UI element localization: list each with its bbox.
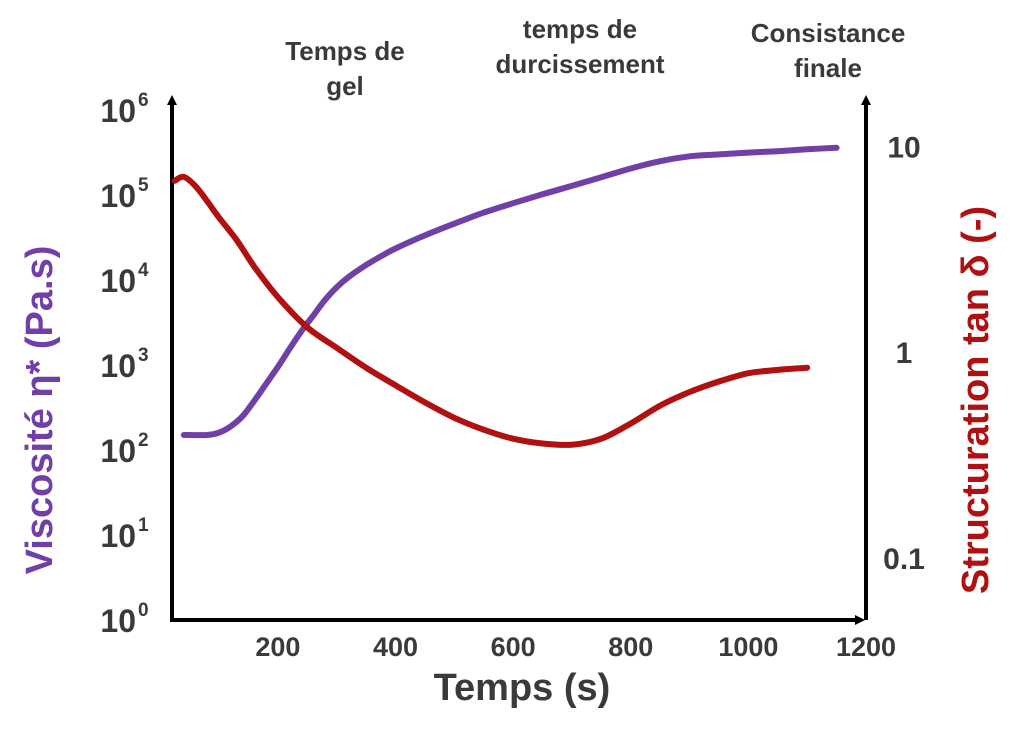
x-axis-label: Temps (s) — [434, 667, 611, 709]
y-left-tick-exponent-1: 1 — [138, 515, 149, 536]
series-line-viscosity — [180, 144, 840, 439]
annotation-curing-line-1: temps de — [523, 14, 637, 44]
x-tick-label-1000: 1000 — [718, 632, 778, 662]
annotation-final-line-1: Consistance — [751, 18, 906, 48]
y-left-tick-base-4: 10 — [100, 263, 136, 299]
y-left-tick-base-2: 10 — [100, 433, 136, 469]
y-right-tick-label-0: 0.1 — [883, 543, 925, 576]
y-left-tick-base-0: 10 — [100, 603, 136, 639]
x-tick-label-400: 400 — [373, 632, 418, 662]
x-tick-label-800: 800 — [608, 632, 653, 662]
y-left-tick-base-5: 10 — [100, 178, 136, 214]
series-line-tan-delta — [171, 173, 811, 448]
y-left-tick-exponent-6: 6 — [138, 90, 149, 111]
y-right-tick-label-2: 10 — [887, 131, 920, 164]
annotation-final-line-2: finale — [794, 53, 862, 83]
y-left-tick-exponent-5: 5 — [138, 175, 149, 196]
y-left-tick-exponent-0: 0 — [138, 600, 149, 621]
annotation-gel-line-2: gel — [326, 71, 364, 101]
y-left-tick-base-6: 10 — [100, 93, 136, 129]
annotation-gel-line-1: Temps de — [285, 36, 404, 66]
y-left-tick-exponent-4: 4 — [138, 260, 149, 281]
y-left-tick-base-3: 10 — [100, 348, 136, 384]
y-left-tick-exponent-2: 2 — [138, 430, 149, 451]
x-tick-label-200: 200 — [255, 632, 300, 662]
series-layer — [171, 144, 840, 448]
y-axis-left-label: Viscosité η* (Pa.s) — [19, 246, 61, 575]
y-axis-right-label: Structuration tan δ (-) — [955, 206, 997, 594]
annotation-curing-line-2: durcissement — [495, 49, 664, 79]
y-left-tick-exponent-3: 3 — [138, 345, 149, 366]
x-tick-label-1200: 1200 — [836, 632, 896, 662]
x-tick-label-600: 600 — [491, 632, 536, 662]
y-right-tick-label-1: 1 — [896, 337, 913, 370]
y-left-tick-base-1: 10 — [100, 518, 136, 554]
